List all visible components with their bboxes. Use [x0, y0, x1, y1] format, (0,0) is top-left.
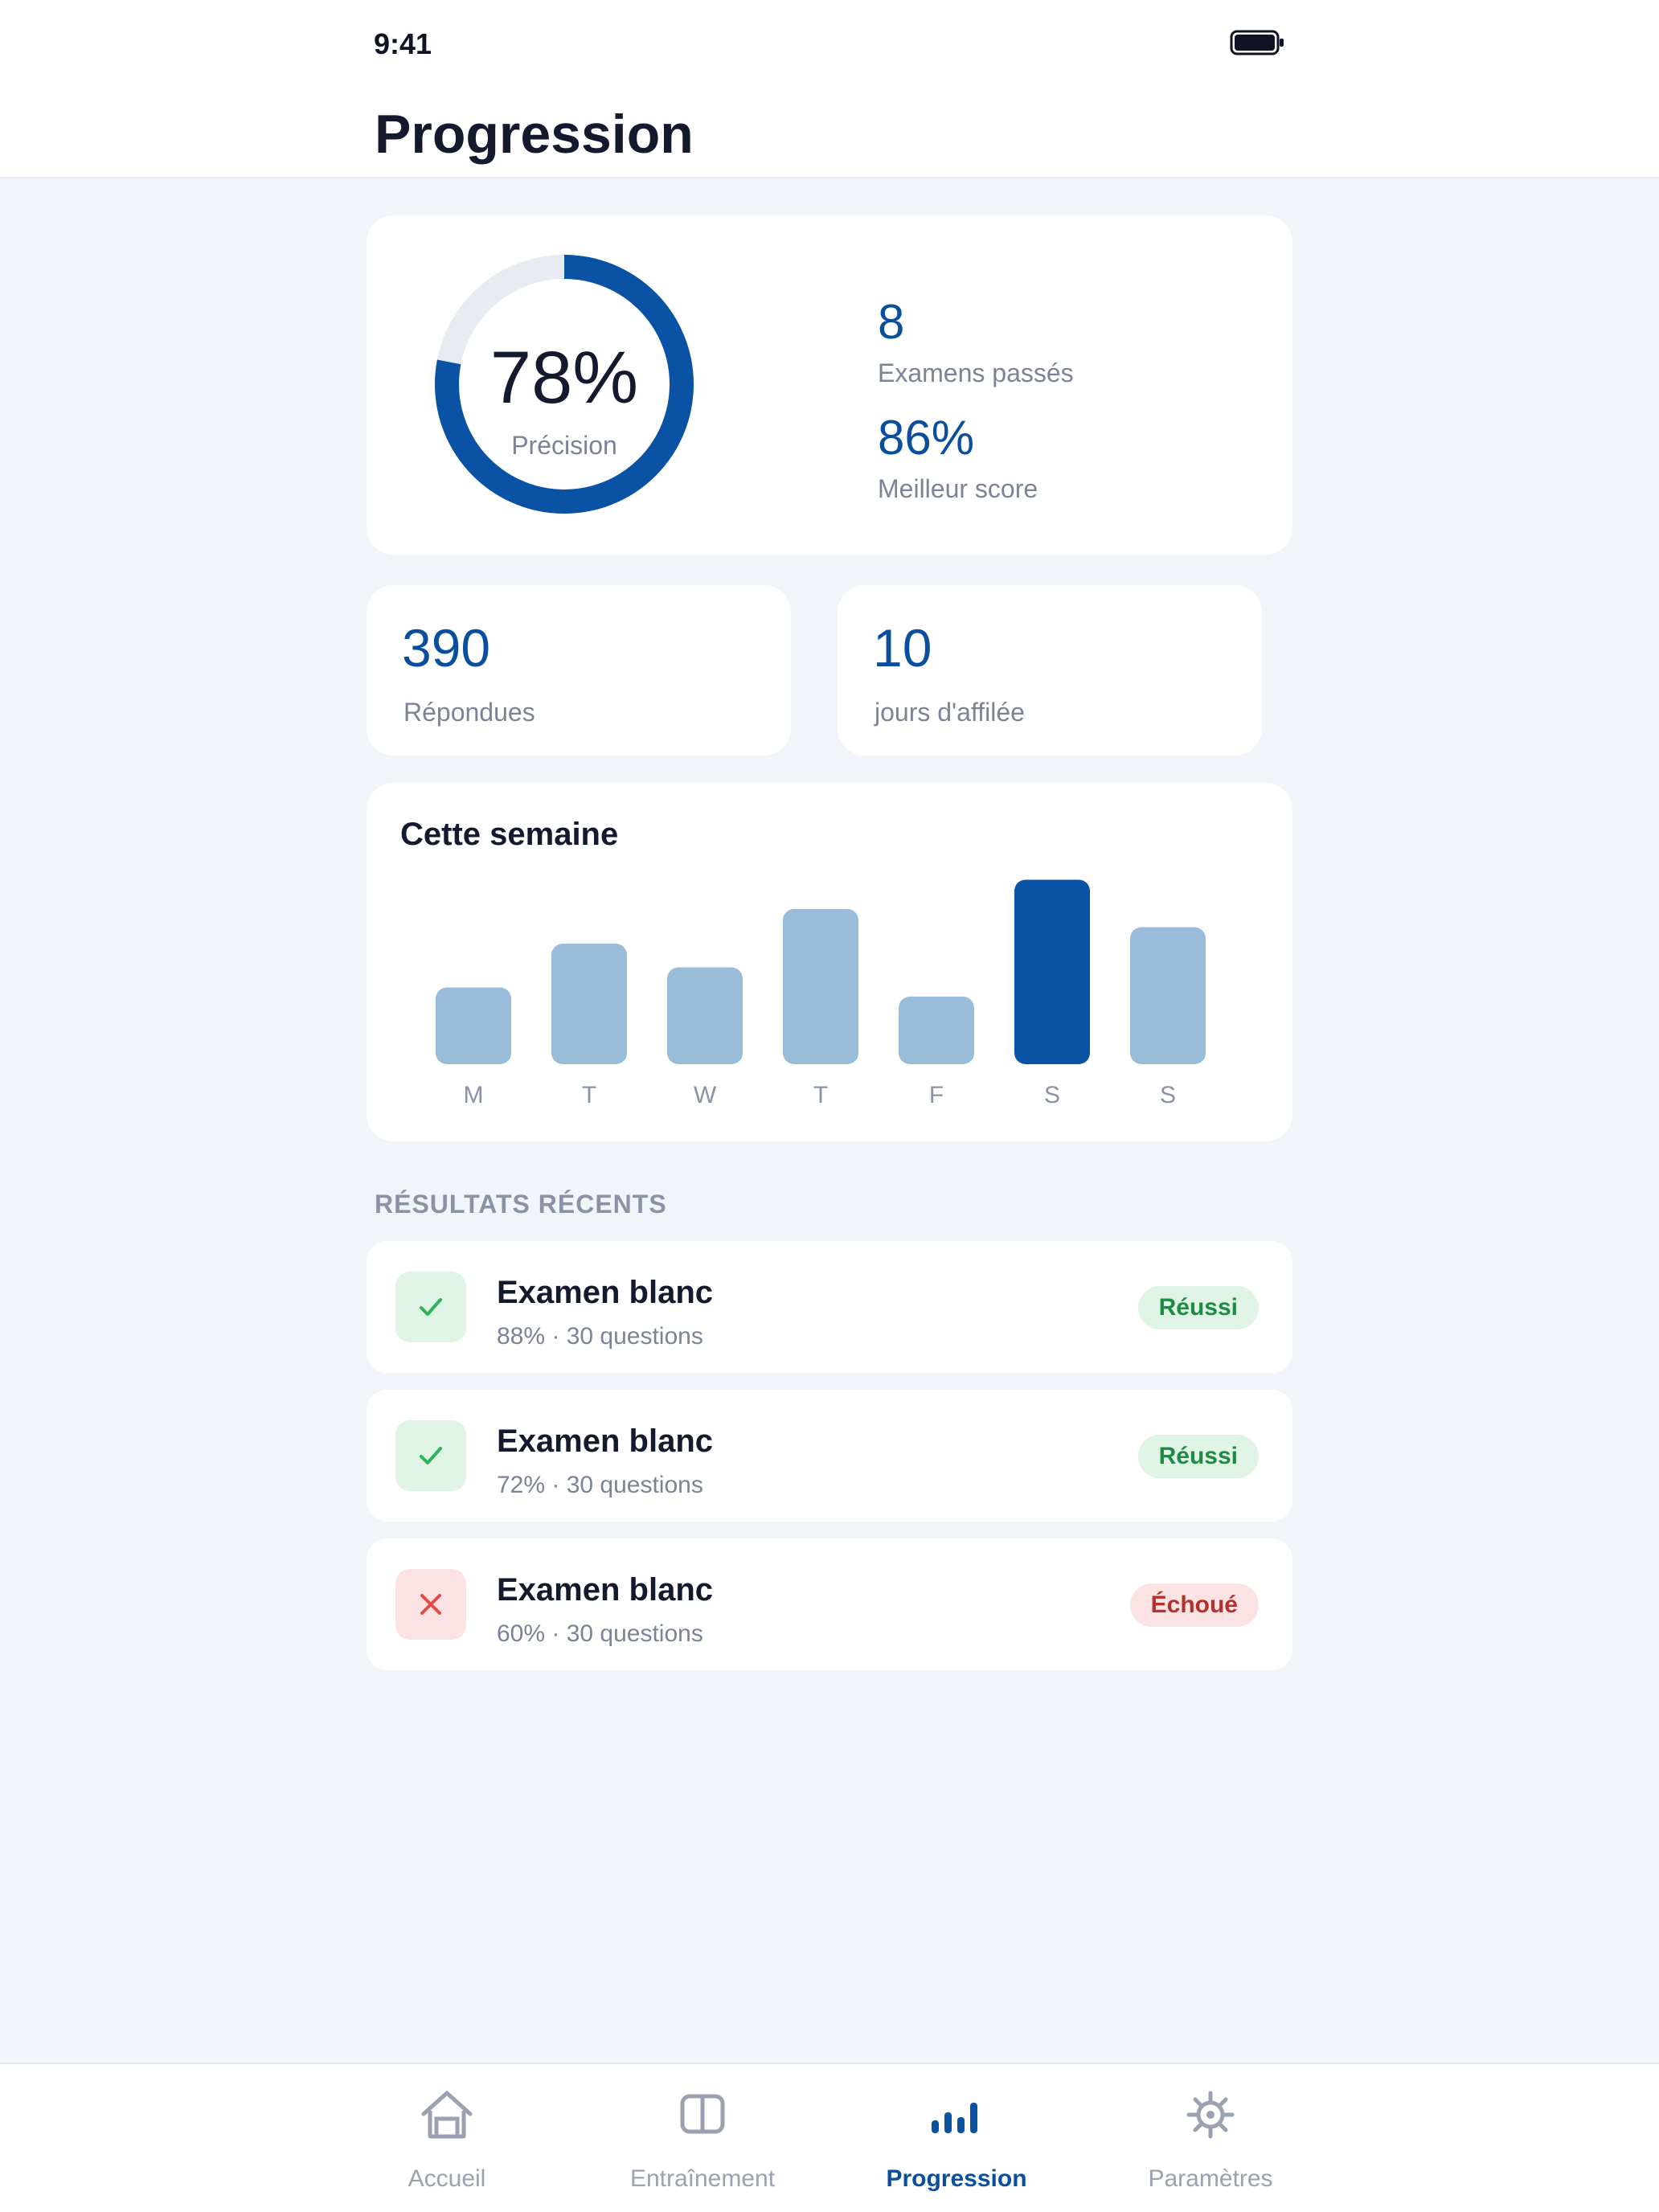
result-card[interactable]: Examen blanc 88% · 30 questions Réussi	[367, 1241, 1292, 1373]
result-card[interactable]: Examen blanc 60% · 30 questions Échoué	[367, 1538, 1292, 1670]
exams-count-label: Examens passés	[878, 358, 1074, 387]
bar-5	[1014, 879, 1090, 1064]
status-badge: Réussi	[1137, 1286, 1259, 1329]
recent-results-label: RÉSULTATS RÉCENTS	[375, 1190, 667, 1219]
exams-count-value: 8	[878, 295, 905, 349]
accuracy-arc	[435, 255, 694, 514]
day-label-6: S	[1160, 1082, 1176, 1108]
result-subtitle: 60% · 30 questions	[497, 1620, 703, 1647]
day-label-0: M	[464, 1082, 484, 1108]
best-score-value: 86%	[878, 411, 975, 465]
bar-0	[436, 987, 511, 1064]
cross-icon	[395, 1569, 466, 1640]
answered-card: 390 Répondues	[367, 585, 791, 756]
tab-label: Progression	[886, 2165, 1027, 2192]
streak-value: 10	[873, 618, 932, 678]
accuracy-value: 78%	[490, 337, 639, 419]
result-subtitle: 72% · 30 questions	[497, 1472, 703, 1498]
tab-label: Paramètres	[1148, 2165, 1273, 2192]
check-icon	[395, 1272, 466, 1342]
bar-2	[667, 967, 743, 1064]
tab-entrainement[interactable]: Entraînement	[582, 2080, 823, 2201]
day-label-2: W	[694, 1082, 717, 1108]
result-subtitle: 88% · 30 questions	[497, 1323, 703, 1350]
bar-3	[783, 908, 858, 1064]
tab-accueil[interactable]: Accueil	[326, 2080, 567, 2201]
bar-4	[899, 996, 974, 1064]
accuracy-label: Précision	[511, 431, 617, 460]
tab-parametres[interactable]: Paramètres	[1090, 2080, 1331, 2201]
gear-icon	[1186, 2091, 1235, 2139]
tab-label: Entraînement	[629, 2165, 776, 2192]
tab-bar: Accueil Entraînement Progression P	[0, 2062, 1659, 2212]
result-title: Examen blanc	[497, 1275, 714, 1310]
answered-label: Répondues	[403, 698, 535, 727]
status-bar: 9:41	[0, 0, 1659, 80]
day-label-4: F	[929, 1082, 944, 1108]
streak-card: 10 jours d'affilée	[838, 585, 1262, 756]
bar-chart-icon	[932, 2103, 977, 2133]
best-score-label: Meilleur score	[878, 474, 1038, 503]
status-badge: Réussi	[1137, 1435, 1259, 1478]
day-label-5: S	[1044, 1082, 1060, 1108]
summary-card: 78% Précision 8 Examens passés 86% Meill…	[367, 215, 1292, 555]
book-icon	[680, 2094, 725, 2134]
check-icon	[395, 1420, 466, 1491]
result-title: Examen blanc	[497, 1572, 714, 1608]
accuracy-donut	[435, 255, 694, 514]
tab-progression[interactable]: Progression	[836, 2080, 1077, 2201]
result-title: Examen blanc	[497, 1423, 714, 1459]
week-card: Cette semaine M T W T F S S	[367, 783, 1292, 1141]
battery-icon	[1230, 30, 1284, 55]
bar-1	[551, 944, 627, 1064]
day-label-3: T	[813, 1082, 828, 1108]
bar-6	[1130, 927, 1206, 1064]
result-card[interactable]: Examen blanc 72% · 30 questions Réussi	[367, 1390, 1292, 1522]
header: Progression	[0, 80, 1659, 178]
answered-value: 390	[402, 618, 491, 678]
tab-label: Accueil	[408, 2165, 486, 2192]
day-label-1: T	[582, 1082, 596, 1108]
streak-label: jours d'affilée	[875, 698, 1025, 727]
status-badge: Échoué	[1129, 1583, 1259, 1627]
home-icon	[421, 2091, 473, 2139]
status-time: 9:41	[374, 27, 432, 60]
page-title: Progression	[375, 104, 694, 165]
week-title: Cette semaine	[400, 817, 619, 852]
